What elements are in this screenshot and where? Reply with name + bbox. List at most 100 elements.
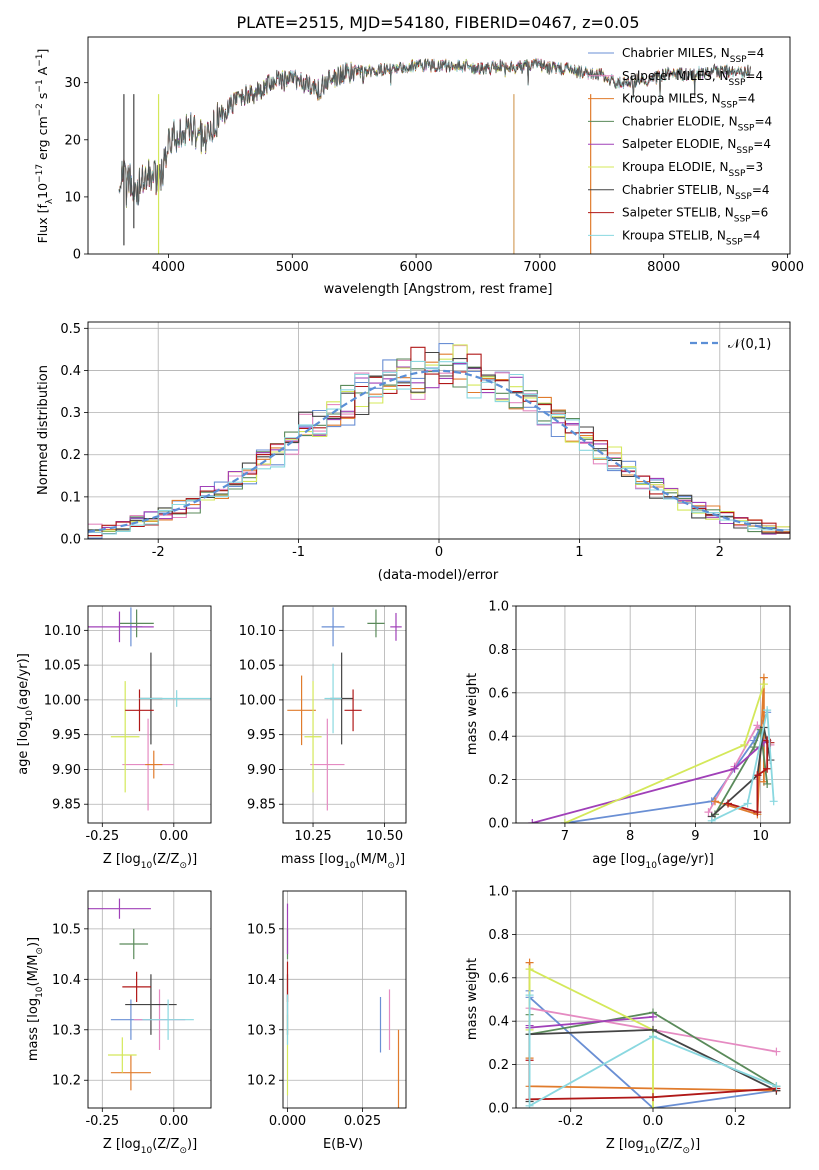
label-part: s [35,93,50,104]
label-part: Salpeter STELIB, N [622,206,734,220]
label-part: A [35,66,50,79]
label-part: )] [187,852,197,867]
label-part: =6 [751,206,769,220]
label-part: Chabrier MILES, N [622,46,730,60]
label-part: 10 [645,861,657,871]
weight-marker [772,1082,781,1091]
x-tick-label: 0 [435,545,443,560]
label-part: SSP [729,169,746,179]
label-part: =4 [754,114,772,128]
legend-label: Chabrier ELODIE, NSSP=4 [622,114,772,133]
label-part: (Z/Z [655,1137,682,1152]
x-axis-label: age [log10(age/yr)] [592,852,714,871]
x-tick-label: 10.50 [366,829,403,844]
y-tick-label: 0.6 [488,686,509,701]
label-part: Salpeter MILES, N [622,69,729,83]
error-point [119,609,154,638]
x-tick-label: 6000 [400,260,433,275]
error-point [119,928,149,960]
y-tick-label: 0.2 [488,1058,509,1073]
x-tick-label: -1 [292,545,305,560]
y-tick-label: 0.1 [60,490,81,505]
label-part: 10 [141,861,153,871]
age-mass-panel: 10.25 10.50 9.85 9.90 9.95 10.00 10.05 10.10 mas… [239,605,407,871]
y-tick-label: 0.4 [488,730,509,745]
y-axis-label: age [log10(age/yr)] [16,653,35,775]
weight-line [714,729,769,815]
x-axis-label: wavelength [Angstrom, rest frame] [324,282,553,297]
label-part: Z [log [103,852,141,867]
legend-label: Salpeter MILES, NSSP=4 [622,69,763,88]
label-part: )] [395,852,405,867]
x-tick-label: -0.2 [558,1114,583,1129]
y-tick-label: 10.3 [247,1023,276,1038]
label-part: erg cm [35,116,50,164]
y-tick-label: 20 [64,133,81,148]
axes-frame [87,605,212,824]
normal-curve [88,369,788,533]
weight-line [711,710,775,822]
y-tick-label: 10 [64,190,81,205]
x-tick-label: 0.00 [159,829,188,844]
error-point [139,690,211,707]
y-tick-label: 0.8 [488,928,509,943]
legend-label: Chabrier MILES, NSSP=4 [622,46,764,65]
label-part: =4 [753,137,771,151]
weight-line [564,683,765,823]
x-tick-label: -2 [152,545,165,560]
y-tick-label: 9.85 [247,798,276,813]
y-tick-label: 1.0 [488,885,509,900]
weight-marker [525,1101,534,1108]
label-part: Kroupa STELIB, N [622,228,726,242]
x-tick-label: 10 [752,829,769,844]
weight-marker [763,764,772,773]
weight-marker [753,808,762,817]
label-part: ⊙ [682,1146,690,1156]
error-point [324,663,342,734]
y-axis-label: Flux [fλ10−17 erg cm−2 s−1 A−1] [35,49,55,244]
spectrum-panel: 4000 5000 6000 7000 8000 9000 0 10 20 30 wavelengt… [35,36,804,297]
label-part: 10 [344,861,356,871]
label-part: =4 [743,228,761,242]
y-tick-label: 9.90 [247,763,276,778]
y-tick-label: 10.10 [239,624,276,639]
axes-frame [87,890,212,1109]
x-tick-label: 7 [561,829,569,844]
label-part: −17 [35,164,45,183]
error-point [390,612,402,641]
weight-marker [763,779,772,788]
label-part: 10 [35,986,45,998]
label-part: Salpeter ELODIE, N [622,137,736,151]
x-tick-label: 0.025 [344,1114,381,1129]
label-part: SSP [735,192,752,202]
label-part: mass [log [281,852,344,867]
label-part: (Z/Z [152,1137,179,1152]
error-point [125,689,154,732]
error-point [287,675,316,746]
x-tick-label: -0.25 [85,829,119,844]
y-tick-label: 0.3 [60,406,81,421]
y-tick-label: 0.4 [488,1015,509,1030]
label-part: (M/M [356,852,388,867]
label-part: Kroupa MILES, N [622,92,721,106]
weight-marker [649,1012,657,1021]
label-part: age [log [592,852,645,867]
weight-marker [649,1032,657,1041]
y-tick-label: 9.95 [247,728,276,743]
label-part: age [log [16,722,31,775]
label-part: (age/yr)] [16,653,31,710]
plot-area [118,57,751,254]
label-part: (M/M [26,955,41,987]
y-tick-label: 10.4 [247,973,276,988]
y-tick-label: 10.10 [44,624,81,639]
plot-area [283,891,406,1108]
axes-frame [87,36,791,255]
label-part: =4 [752,183,770,197]
x-tick-label: 4000 [152,260,185,275]
label-part: ⊙ [179,1146,187,1156]
plot-area [88,891,211,1108]
y-tick-label: 0.2 [60,448,81,463]
